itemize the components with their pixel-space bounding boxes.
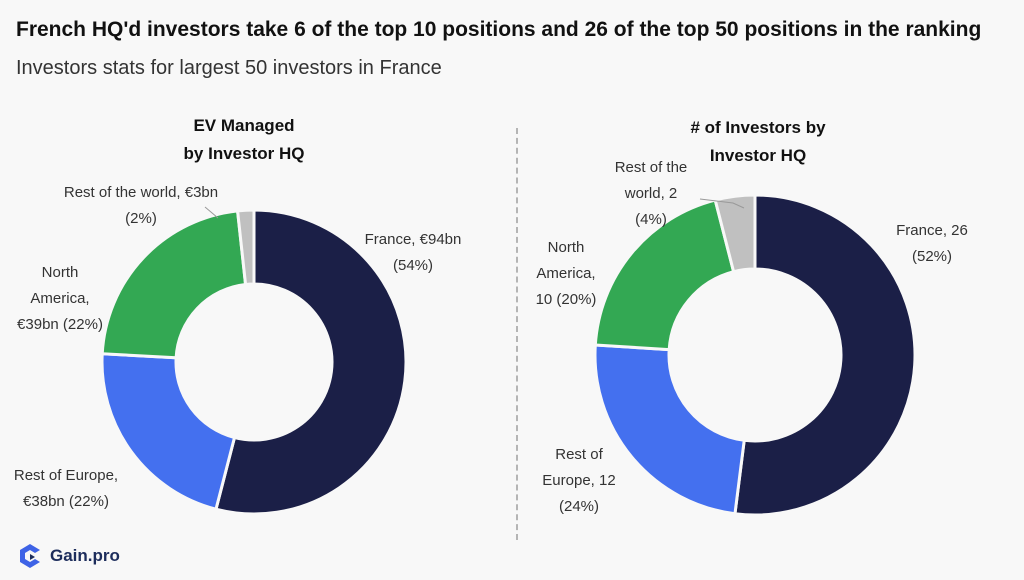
chart-headline: French HQ'd investors take 6 of the top … xyxy=(16,18,982,41)
left-label-rest-of-europe-line-2: €38bn (22%) xyxy=(23,493,109,510)
left-label-rest-of-the-world: Rest of the world, €3bn (2%) xyxy=(64,184,218,227)
right-label-north-america-line-3: 10 (20%) xyxy=(536,291,597,308)
right-label-france-line-1: France, 26 xyxy=(896,222,968,239)
right-label-north-america-line-1: North xyxy=(548,239,585,256)
right-label-rest-of-the-world: Rest of the world, 2 (4%) xyxy=(615,159,688,228)
right-slice-rest-of-europe xyxy=(593,343,746,516)
left-label-france: France, €94bn (54%) xyxy=(365,231,462,274)
left-label-france-line-1: France, €94bn xyxy=(365,231,462,248)
left-chart-title-line-2: by Investor HQ xyxy=(183,144,305,163)
left-label-rest-of-europe-line-1: Rest of Europe, xyxy=(14,467,118,484)
left-label-north-america-line-1: North xyxy=(42,264,79,281)
right-label-rest-of-europe-line-3: (24%) xyxy=(559,498,599,515)
chart-divider xyxy=(516,128,518,540)
brand-name: Gain.pro xyxy=(50,546,120,565)
right-label-rest-of-europe-line-1: Rest of xyxy=(555,446,603,463)
left-slice-rest-of-the-world xyxy=(235,208,256,287)
right-label-rest-of-the-world-line-1: Rest of the xyxy=(615,159,688,176)
right-label-rest-of-the-world-line-2: world, 2 xyxy=(624,185,678,202)
chart-subtitle: Investors stats for largest 50 investors… xyxy=(16,57,442,79)
right-label-france-line-2: (52%) xyxy=(912,248,952,265)
left-label-rest-of-europe: Rest of Europe, €38bn (22%) xyxy=(14,467,118,510)
right-slice-rest-of-the-world xyxy=(713,193,757,274)
right-label-north-america-line-2: America, xyxy=(536,265,595,282)
left-slice-rest-of-europe xyxy=(100,352,237,511)
left-label-north-america-line-3: €39bn (22%) xyxy=(17,316,103,333)
right-slice-france xyxy=(733,193,917,517)
left-label-rest-of-the-world-line-2: (2%) xyxy=(125,210,157,227)
gain-logo-icon xyxy=(20,544,40,568)
right-leader-line xyxy=(699,198,745,209)
right-chart-title-line-2: Investor HQ xyxy=(709,146,807,165)
left-leader-line xyxy=(204,206,219,219)
right-label-france: France, 26 (52%) xyxy=(896,222,968,265)
right-slice-north-america xyxy=(593,198,736,352)
left-chart-title: EV Managed by Investor HQ xyxy=(134,112,354,168)
right-chart-title: # of Investors by Investor HQ xyxy=(644,114,872,170)
left-label-france-line-2: (54%) xyxy=(393,257,433,274)
left-label-north-america: North America, €39bn (22%) xyxy=(17,264,103,333)
right-chart-title-line-1: # of Investors by xyxy=(690,118,826,137)
right-label-rest-of-the-world-line-3: (4%) xyxy=(635,211,667,228)
left-slice-france xyxy=(214,208,408,516)
left-chart-title-line-1: EV Managed xyxy=(193,116,295,135)
brand-logo: Gain.pro xyxy=(16,542,120,570)
left-slice-north-america xyxy=(100,209,248,360)
left-label-north-america-line-2: America, xyxy=(30,290,89,307)
right-label-rest-of-europe-line-2: Europe, 12 xyxy=(542,472,615,489)
right-label-rest-of-europe: Rest of Europe, 12 (24%) xyxy=(542,446,615,515)
right-label-north-america: North America, 10 (20%) xyxy=(536,239,597,308)
left-label-rest-of-the-world-line-1: Rest of the world, €3bn xyxy=(64,184,218,201)
